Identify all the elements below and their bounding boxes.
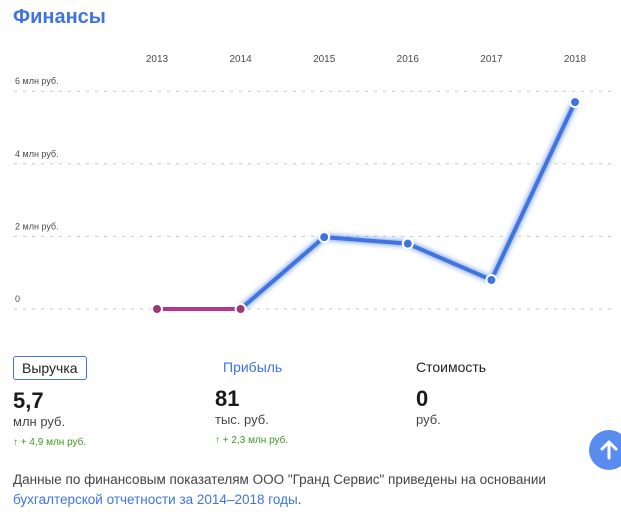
data-point-2014[interactable] bbox=[234, 303, 247, 315]
profit-unit: тыс. руб. bbox=[215, 412, 269, 427]
scroll-up-button[interactable] bbox=[589, 430, 621, 470]
metric-value-cost: Стоимость 0 руб. bbox=[416, 356, 494, 427]
y-tick-label-2: 4 млн руб. bbox=[15, 149, 59, 159]
data-point-2015[interactable] bbox=[318, 231, 331, 244]
profit-delta: ↑ + 2,3 млн руб. bbox=[215, 435, 289, 446]
cost-unit: руб. bbox=[416, 412, 441, 427]
data-point-2017[interactable] bbox=[485, 273, 498, 286]
x-tick-label-2018: 2018 bbox=[564, 54, 587, 65]
cost-value: 0 bbox=[416, 386, 429, 411]
data-point-2013[interactable] bbox=[151, 303, 163, 315]
arrow-up-icon bbox=[600, 440, 618, 460]
footer-note: Данные по финансовым показателям ООО "Гр… bbox=[13, 470, 593, 510]
x-tick-label-2015: 2015 bbox=[313, 54, 336, 65]
series-line bbox=[238, 100, 577, 311]
revenue-value: 5,7 bbox=[13, 388, 44, 413]
x-tick-label-2016: 2016 bbox=[397, 54, 420, 65]
footer-end: . bbox=[297, 492, 302, 507]
x-tick-label-2013: 2013 bbox=[146, 54, 169, 65]
data-point-2018[interactable] bbox=[569, 96, 581, 109]
metric-revenue: Выручка 5,7 млн руб. ↑ + 4,9 млн руб. bbox=[13, 356, 87, 448]
revenue-delta: ↑ + 4,9 млн руб. bbox=[13, 437, 87, 448]
profit-value: 81 bbox=[215, 386, 240, 411]
metric-profit: Прибыль 81 тыс. руб. ↑ + 2,3 млн руб. bbox=[215, 356, 290, 446]
data-point-2016[interactable] bbox=[401, 237, 414, 250]
y-tick-label-0: 0 bbox=[15, 294, 20, 304]
revenue-unit: млн руб. bbox=[13, 414, 66, 429]
tab-profit[interactable]: Прибыль bbox=[223, 359, 283, 375]
finance-chart: 2013 2014 2015 2016 2017 2018 0 2 млн руб. 4 мл… bbox=[14, 54, 612, 315]
tab-cost[interactable]: Стоимость bbox=[416, 359, 487, 375]
x-tick-label-2017: 2017 bbox=[480, 54, 503, 65]
page-title: Финансы bbox=[13, 6, 106, 28]
accounting-report-link[interactable]: бухгалтерской отчетности за 2014–2018 го… bbox=[13, 492, 298, 507]
tab-revenue[interactable]: Выручка bbox=[13, 356, 87, 380]
footer-text: Данные по финансовым показателям ООО "Гр… bbox=[13, 472, 546, 487]
y-tick-label-3: 6 млн руб. bbox=[15, 76, 59, 86]
x-tick-label-2014: 2014 bbox=[229, 54, 252, 65]
y-tick-label-1: 2 млн руб. bbox=[15, 221, 59, 231]
